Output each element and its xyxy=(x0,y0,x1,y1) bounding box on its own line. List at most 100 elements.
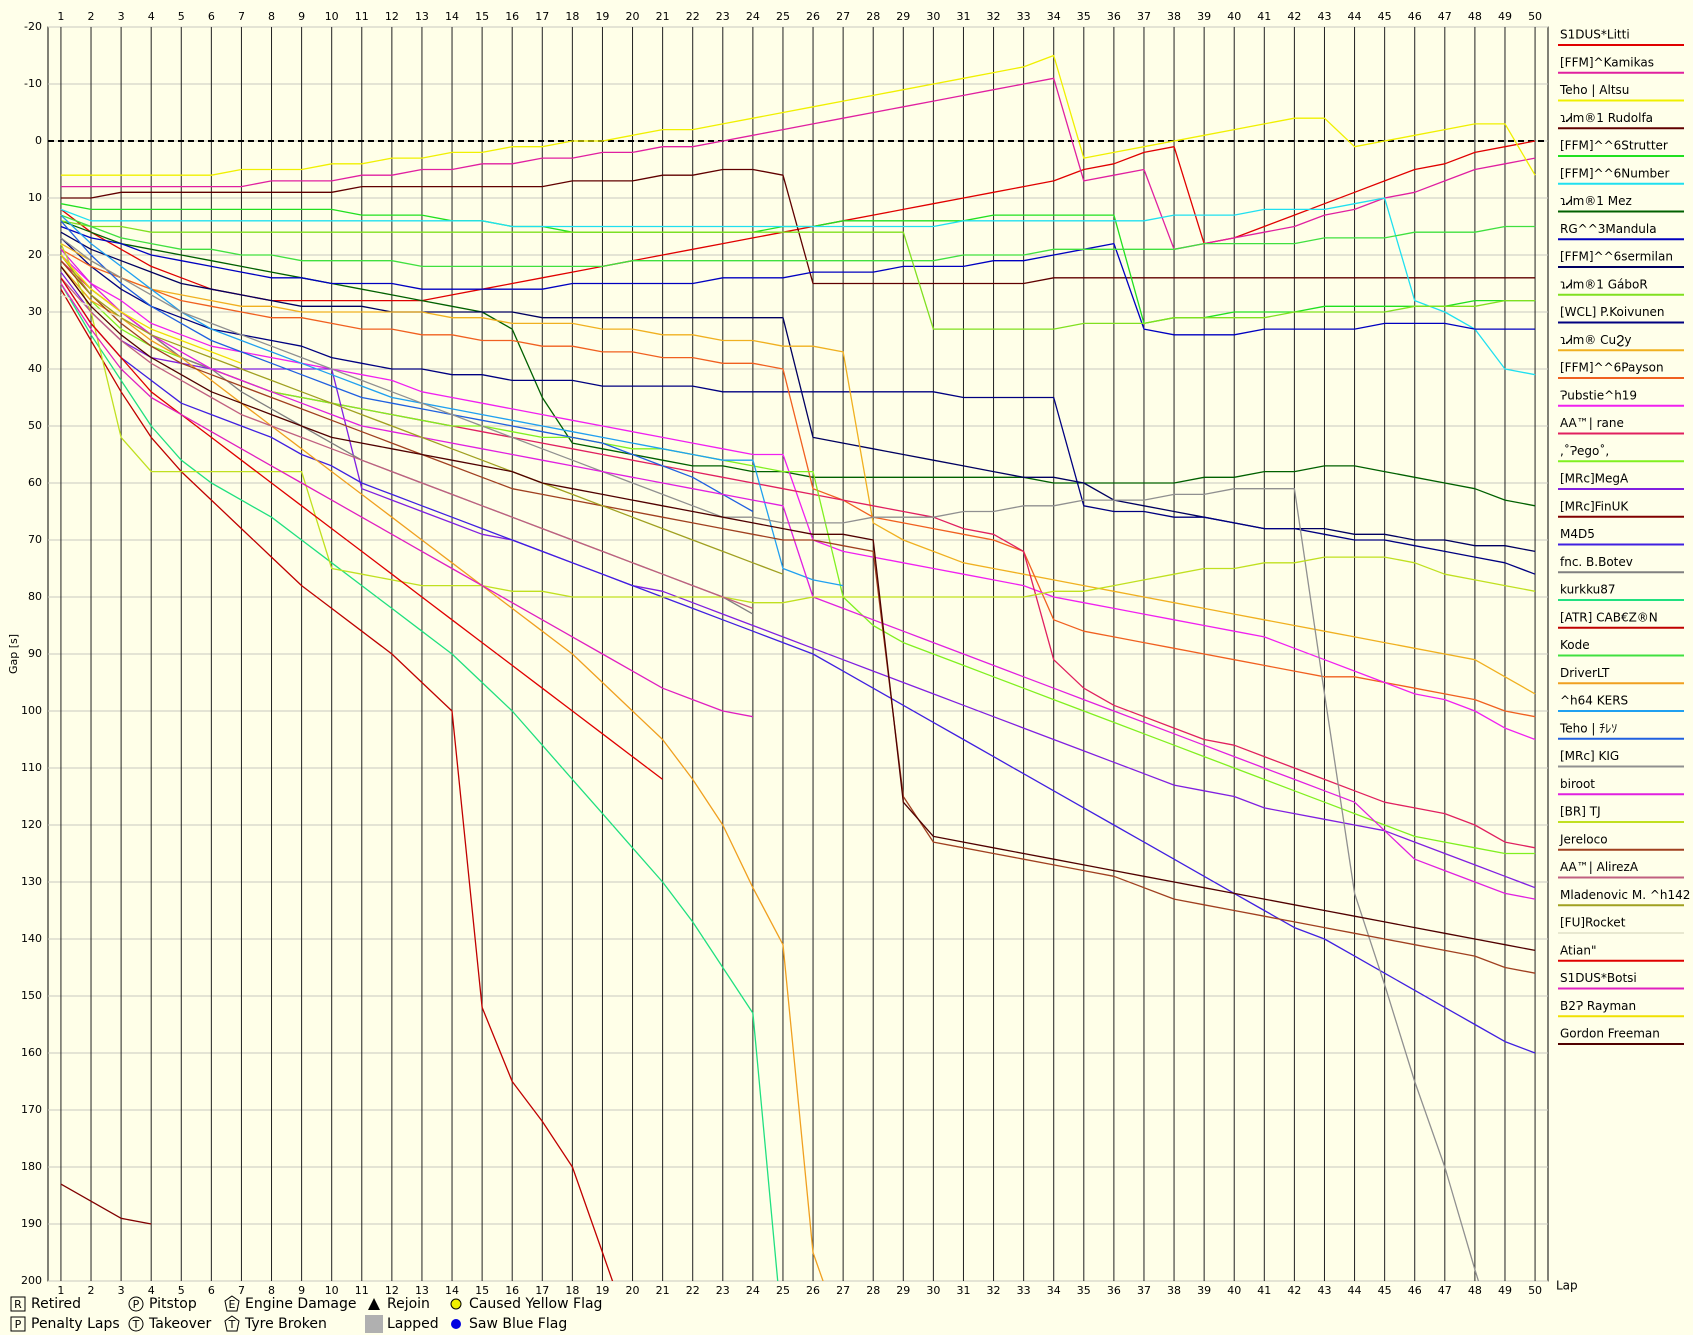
legend-label: B2Ɂ Rayman xyxy=(1560,999,1636,1013)
x-tick-label: 20 xyxy=(626,10,640,23)
x-tick-label: 7 xyxy=(238,1284,245,1297)
x-tick-label: 44 xyxy=(1348,1284,1362,1297)
x-tick-label: 20 xyxy=(626,1284,640,1297)
x-tick-label: 42 xyxy=(1287,1284,1301,1297)
x-tick-label: 19 xyxy=(595,1284,609,1297)
x-tick-label: 43 xyxy=(1317,10,1331,23)
series-line xyxy=(60,265,824,1281)
x-tick-label: 29 xyxy=(896,10,910,23)
key-label: Caused Yellow Flag xyxy=(469,1296,602,1312)
legend-label: ,˚Ɂego˚, xyxy=(1560,443,1609,458)
y-tick-label: 130 xyxy=(21,875,42,888)
x-tick-label: 6 xyxy=(208,1284,215,1297)
series-line xyxy=(60,248,1536,718)
legend-label: [MRc]FinUK xyxy=(1560,499,1629,513)
x-tick-label: 16 xyxy=(505,10,519,23)
y-tick-label: 100 xyxy=(21,704,42,717)
x-tick-label: 15 xyxy=(475,10,489,23)
series-line xyxy=(60,248,1536,900)
x-tick-label: 45 xyxy=(1378,10,1392,23)
legend-label: [FFM]^Kamikas xyxy=(1560,55,1654,69)
y-tick-label: 70 xyxy=(28,533,42,546)
x-tick-label: 31 xyxy=(956,1284,970,1297)
x-tick-label: 49 xyxy=(1498,10,1512,23)
legend-label: [FFM]^^6Strutter xyxy=(1560,139,1668,153)
legend-label: M4D5 xyxy=(1560,527,1595,541)
x-tick-label: 8 xyxy=(268,1284,275,1297)
x-tick-label: 46 xyxy=(1408,1284,1422,1297)
legend-label: biroot xyxy=(1560,777,1595,791)
key-symbol: E xyxy=(229,1298,236,1311)
legend-label: ɿᏗm®1 Rudolfa xyxy=(1560,111,1653,125)
x-tick-label: 13 xyxy=(415,10,429,23)
key-icon xyxy=(368,1298,380,1310)
x-tick-label: 50 xyxy=(1528,1284,1542,1297)
x-tick-label: 5 xyxy=(178,10,185,23)
x-tick-label: 9 xyxy=(298,10,305,23)
x-tick-label: 35 xyxy=(1077,10,1091,23)
x-tick-label: 43 xyxy=(1317,1284,1331,1297)
legend-label: ɿᏗm®1 GáboR xyxy=(1560,277,1648,291)
x-tick-label: 21 xyxy=(656,10,670,23)
x-tick-label: 2 xyxy=(88,10,95,23)
x-tick-label: 23 xyxy=(716,1284,730,1297)
legend-label: [WCL] P.Koivunen xyxy=(1560,305,1665,319)
y-tick-label: 140 xyxy=(21,932,42,945)
x-tick-label: 37 xyxy=(1137,10,1151,23)
series-line xyxy=(60,214,1536,268)
legend-label: Teho | Altsu xyxy=(1559,83,1629,97)
x-tick-label: 11 xyxy=(355,1284,369,1297)
series-line xyxy=(60,1183,152,1225)
series-line xyxy=(60,243,1536,695)
series-line xyxy=(60,266,1536,952)
key-symbol: T xyxy=(132,1318,140,1331)
x-tick-label: 39 xyxy=(1197,1284,1211,1297)
x-tick-label: 14 xyxy=(445,1284,459,1297)
y-tick-label: 190 xyxy=(21,1217,42,1230)
legend-label: ɿᏗm® CuϨy xyxy=(1560,333,1631,347)
x-tick-label: 47 xyxy=(1438,1284,1452,1297)
x-tick-label: 12 xyxy=(385,10,399,23)
x-tick-label: 47 xyxy=(1438,10,1452,23)
x-tick-label: 3 xyxy=(118,1284,125,1297)
x-tick-label: 36 xyxy=(1107,10,1121,23)
x-tick-label: 1 xyxy=(57,10,64,23)
key-symbol: P xyxy=(15,1318,22,1331)
x-tick-label: 22 xyxy=(686,10,700,23)
series-line xyxy=(60,254,1536,741)
key-icon xyxy=(128,1296,144,1312)
series-line xyxy=(60,77,1536,250)
y-tick-label: 90 xyxy=(28,647,42,660)
x-tick-label: 9 xyxy=(298,1284,305,1297)
x-tick-label: 34 xyxy=(1047,10,1061,23)
series-line xyxy=(60,220,754,513)
legend-label: AA™| rane xyxy=(1560,416,1624,430)
y-tick-label: 10 xyxy=(28,191,42,204)
x-tick-label: 38 xyxy=(1167,1284,1181,1297)
legend-label: [MRc] KIG xyxy=(1560,749,1619,763)
key-label: Rejoin xyxy=(387,1296,430,1312)
x-tick-label: 2 xyxy=(88,1284,95,1297)
series-line xyxy=(60,237,1480,1281)
series-line xyxy=(60,220,1536,330)
y-tick-label: 170 xyxy=(21,1103,42,1116)
x-tick-label: 41 xyxy=(1257,10,1271,23)
legend-label: [BR] TJ xyxy=(1560,805,1601,819)
key-label: Takeover xyxy=(148,1316,211,1332)
x-tick-label: 28 xyxy=(866,10,880,23)
x-tick-label: 49 xyxy=(1498,1284,1512,1297)
y-axis-label: Gap [s] xyxy=(7,634,20,674)
series-line xyxy=(60,288,614,1281)
x-tick-label: 26 xyxy=(806,10,820,23)
x-tick-label: 6 xyxy=(208,10,215,23)
key-label: Tyre Broken xyxy=(244,1316,327,1332)
x-tick-label: 37 xyxy=(1137,1284,1151,1297)
key-icon xyxy=(451,1319,461,1329)
series-line xyxy=(60,225,1536,336)
key-icon xyxy=(10,1316,26,1332)
key-label: Saw Blue Flag xyxy=(469,1316,567,1332)
x-tick-label: 22 xyxy=(686,1284,700,1297)
series-line xyxy=(60,283,779,1281)
x-tick-label: 39 xyxy=(1197,10,1211,23)
x-tick-label: 41 xyxy=(1257,1284,1271,1297)
